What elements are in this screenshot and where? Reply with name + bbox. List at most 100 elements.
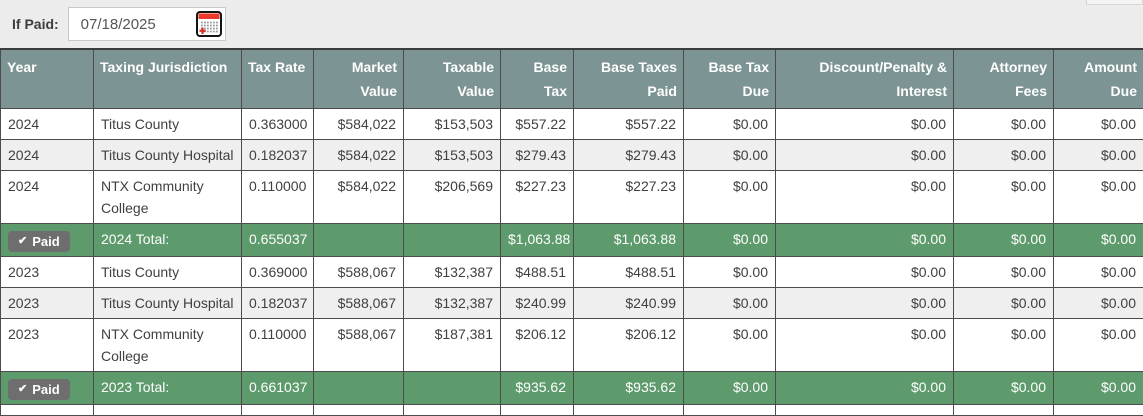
cell-taxable-value: $206,569 xyxy=(404,171,501,224)
cell-market-value: $584,022 xyxy=(314,109,404,140)
cell-base-tax-due: $0.00 xyxy=(684,140,776,171)
paid-badge-label: Paid xyxy=(32,382,59,397)
check-icon: ✔ xyxy=(18,234,27,249)
cell-base-tax: $227.23 xyxy=(501,171,574,224)
cell-market-value xyxy=(314,224,404,257)
col-header-taxable-value: Taxable Value xyxy=(404,49,501,109)
date-picker-group xyxy=(68,7,226,41)
cell-tax-rate: 0.655037 xyxy=(242,224,314,257)
cell-base-tax: $557.22 xyxy=(501,109,574,140)
paid-badge[interactable]: ✔ Paid xyxy=(8,379,70,400)
col-header-year: Year xyxy=(1,49,94,109)
cell-year: 2024 xyxy=(1,140,94,171)
cell-attorney-fees: $0.00 xyxy=(954,288,1054,319)
cell-tax-rate: 0.110000 xyxy=(242,319,314,372)
total-row: ✔ Paid 2024 Total:0.655037 $1,063.88$1,063.… xyxy=(1,224,1143,257)
col-header-taxing-jurisdiction: Taxing Jurisdiction xyxy=(94,49,242,109)
col-header-attorney-fees: Attorney Fees xyxy=(954,49,1054,109)
cell-market-value: $584,022 xyxy=(314,171,404,224)
cell-year: 2023 xyxy=(1,257,94,288)
cell-taxable-value: $153,503 xyxy=(404,140,501,171)
cell-amount-due: $0.00 xyxy=(1054,140,1143,171)
col-header-base-taxes-paid: Base Taxes Paid xyxy=(574,49,684,109)
cell-base-taxes-paid: $557.22 xyxy=(574,109,684,140)
cell-base-taxes-paid xyxy=(574,405,684,416)
cell-market-value: $588,067 xyxy=(314,257,404,288)
cell-amount-due: $0.00 xyxy=(1054,109,1143,140)
cell-base-taxes-paid: $488.51 xyxy=(574,257,684,288)
cell-taxable-value xyxy=(404,405,501,416)
cell-base-taxes-paid: $206.12 xyxy=(574,319,684,372)
paid-badge[interactable]: ✔ Paid xyxy=(8,231,70,252)
cell-taxing-jurisdiction: Titus County Hospital xyxy=(94,140,242,171)
cell-base-tax-due: $0.00 xyxy=(684,109,776,140)
cell-base-tax: $279.43 xyxy=(501,140,574,171)
cell-taxing-jurisdiction: Titus County xyxy=(94,109,242,140)
cell-taxable-value: $187,381 xyxy=(404,319,501,372)
col-header-tax-rate: Tax Rate xyxy=(242,49,314,109)
cell-taxable-value: $153,503 xyxy=(404,109,501,140)
cell-tax-rate: 0.182037 xyxy=(242,140,314,171)
cell-year: 2023 xyxy=(1,319,94,372)
cell-base-tax-due: $0.00 xyxy=(684,288,776,319)
cell-discount-penalty-interest: $0.00 xyxy=(776,257,954,288)
if-paid-date-input[interactable] xyxy=(69,16,193,33)
top-right-fragment xyxy=(1086,0,1143,5)
cell-base-taxes-paid: $1,063.88 xyxy=(574,224,684,257)
cell-taxing-jurisdiction: 2024 Total: xyxy=(94,224,242,257)
cell-taxing-jurisdiction: NTX Community College xyxy=(94,319,242,372)
cell-base-tax-due: $0.00 xyxy=(684,224,776,257)
if-paid-label: If Paid: xyxy=(12,16,59,32)
cell-amount-due: $0.00 xyxy=(1054,257,1143,288)
col-header-discount-penalty-interest: Discount/Penalty & Interest xyxy=(776,49,954,109)
cell-market-value xyxy=(314,405,404,416)
cell-taxable-value: $132,387 xyxy=(404,288,501,319)
if-paid-bar: If Paid: xyxy=(0,0,1143,48)
cell-base-tax: $206.12 xyxy=(501,319,574,372)
cell-taxing-jurisdiction: NTX Community College xyxy=(94,171,242,224)
cell-tax-rate xyxy=(242,405,314,416)
cell-attorney-fees xyxy=(954,405,1054,416)
cell-tax-rate: 0.110000 xyxy=(242,171,314,224)
cell-base-tax-due xyxy=(684,405,776,416)
cell-tax-rate: 0.182037 xyxy=(242,288,314,319)
cell-discount-penalty-interest: $0.00 xyxy=(776,224,954,257)
cell-year: ✔ Paid xyxy=(1,224,94,257)
col-header-base-tax-due: Base Tax Due xyxy=(684,49,776,109)
cell-market-value: $588,067 xyxy=(314,288,404,319)
cell-year: 2024 xyxy=(1,171,94,224)
check-icon: ✔ xyxy=(18,382,27,397)
cell-tax-rate: 0.363000 xyxy=(242,109,314,140)
cell-attorney-fees: $0.00 xyxy=(954,140,1054,171)
cell-base-tax-due: $0.00 xyxy=(684,319,776,372)
cell-discount-penalty-interest xyxy=(776,405,954,416)
col-header-base-tax: Base Tax xyxy=(501,49,574,109)
cell-market-value: $584,022 xyxy=(314,140,404,171)
cell-attorney-fees: $0.00 xyxy=(954,109,1054,140)
cell-discount-penalty-interest: $0.00 xyxy=(776,288,954,319)
cell-taxing-jurisdiction xyxy=(94,405,242,416)
cell-taxable-value xyxy=(404,224,501,257)
paid-badge-label: Paid xyxy=(32,234,59,249)
cell-year: 2023 xyxy=(1,288,94,319)
cell-base-tax: $1,063.88 xyxy=(501,224,574,257)
cell-base-tax: $240.99 xyxy=(501,288,574,319)
cell-tax-rate: 0.369000 xyxy=(242,257,314,288)
cell-discount-penalty-interest: $0.00 xyxy=(776,140,954,171)
cell-taxing-jurisdiction: Titus County Hospital xyxy=(94,288,242,319)
calendar-button[interactable] xyxy=(195,10,223,38)
cell-year: 2024 xyxy=(1,109,94,140)
cell-base-tax-due: $0.00 xyxy=(684,257,776,288)
calendar-icon xyxy=(196,11,222,37)
col-header-amount-due: Amount Due xyxy=(1054,49,1143,109)
cell-base-tax xyxy=(501,405,574,416)
cell-attorney-fees: $0.00 xyxy=(954,171,1054,224)
